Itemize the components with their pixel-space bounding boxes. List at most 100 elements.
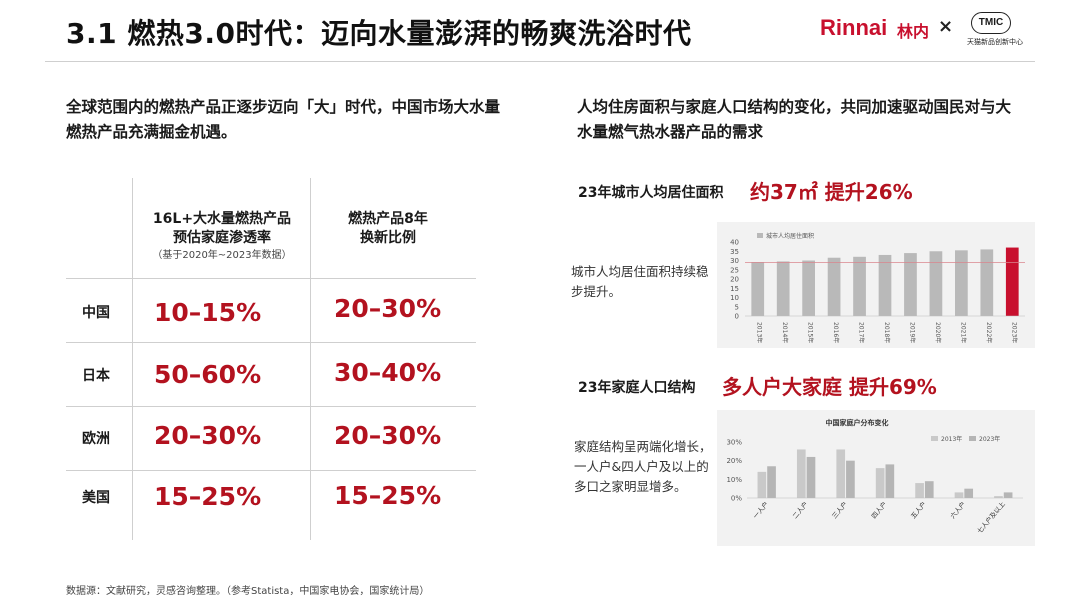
bar — [776, 261, 790, 316]
header-divider — [45, 61, 1035, 62]
y-tick-label: 10% — [726, 476, 742, 484]
y-tick-label: 30 — [730, 257, 739, 265]
cross-mark: × — [938, 16, 954, 37]
bar — [929, 251, 943, 316]
bar — [904, 253, 917, 316]
replacement-value: 15–25% — [334, 481, 442, 510]
row-country: 中国 — [82, 305, 110, 321]
household-chart: 中国家庭户分布变化 2013年 2023年 0% 10% 20% 30% 一人户 二人户 三人户 四… — [717, 410, 1035, 546]
x-tick-label: 2021年 — [959, 322, 967, 343]
living-area-chart: 城市人均居住面积 0 5 10 15 20 25 30 35 40 2013年 2014年 2015年 2… — [717, 222, 1035, 348]
legend-swatch — [969, 436, 976, 441]
tmic-subtitle: 天猫新品创新中心 — [967, 38, 1023, 46]
bar — [875, 468, 885, 498]
bar — [846, 460, 855, 498]
replacement-value: 30–40% — [334, 358, 442, 387]
rinnai-logo: Rinnai — [820, 15, 888, 40]
bar — [994, 496, 1003, 498]
bar — [1005, 247, 1019, 316]
x-tick-label: 2022年 — [985, 322, 993, 343]
x-tick-label: 三人户 — [830, 500, 849, 521]
y-tick-label: 0 — [735, 313, 739, 321]
y-tick-label: 25 — [730, 266, 739, 274]
left-intro-text: 全球范围内的燃热产品正逐步迈向「大」时代，中国市场大水量燃热产品充满掘金机遇。 — [66, 98, 501, 141]
legend-label: 2013年 — [941, 435, 962, 443]
x-tick-label: 2020年 — [934, 322, 942, 343]
replacement-value: 20–30% — [334, 421, 442, 450]
stat1-value: 约37㎡ 提升26% — [750, 180, 913, 204]
bar — [924, 481, 934, 498]
x-tick-label: 2013年 — [756, 322, 764, 343]
row-country: 欧洲 — [82, 431, 110, 447]
y-tick-label: 40 — [730, 239, 739, 247]
bar — [955, 250, 968, 316]
table-vline — [132, 178, 133, 540]
stat2-value: 多人户大家庭 提升69% — [722, 375, 937, 399]
col1-header-text: 16L+大水量燃热产品预估家庭渗透率 — [152, 211, 292, 246]
penetration-value: 20–30% — [154, 421, 262, 450]
row-country: 日本 — [82, 368, 110, 384]
x-tick-label: 五人户 — [909, 500, 928, 521]
legend-label: 2023年 — [979, 435, 1000, 443]
y-tick-label: 20% — [726, 457, 742, 465]
penetration-value: 15–25% — [154, 482, 262, 511]
bar — [878, 254, 892, 316]
penetration-value: 50–60% — [154, 360, 262, 389]
x-tick-label: 2017年 — [858, 322, 866, 343]
stat2-note: 家庭结构呈两端化增长，一人户&四人户及以上的多口之家明显增多。 — [574, 439, 712, 494]
table-hline — [66, 406, 476, 407]
row-country: 美国 — [82, 490, 110, 506]
legend-swatch — [931, 436, 938, 441]
table-hline — [66, 470, 476, 471]
col1-header: 16L+大水量燃热产品预估家庭渗透率 （基于2020年~2023年数据） — [136, 210, 308, 263]
bar — [827, 257, 841, 316]
bar — [757, 471, 767, 498]
x-tick-label: 六人户 — [948, 500, 967, 521]
comparison-table: 16L+大水量燃热产品预估家庭渗透率 （基于2020年~2023年数据） 燃热产… — [66, 178, 476, 540]
tmic-badge: TMIC — [971, 12, 1011, 34]
bar — [954, 492, 964, 498]
table-vline — [310, 178, 311, 540]
x-tick-label: 2019年 — [908, 322, 916, 343]
penetration-value: 10–15% — [154, 298, 262, 327]
chart-title: 中国家庭户分布变化 — [826, 418, 889, 427]
rinnai-logo-chinese: 林内 — [897, 22, 930, 41]
x-tick-label: 一人户 — [751, 500, 770, 521]
y-tick-label: 20 — [730, 276, 739, 284]
bar — [751, 262, 765, 316]
x-tick-label: 2016年 — [832, 322, 840, 343]
stat1-label: 23年城市人均居住面积 — [578, 185, 724, 201]
bar — [796, 449, 806, 498]
x-tick-label: 2018年 — [883, 322, 891, 343]
col1-header-note: （基于2020年~2023年数据） — [152, 250, 292, 261]
x-tick-label: 2014年 — [781, 322, 789, 343]
stat2-label: 23年家庭人口结构 — [578, 380, 696, 396]
legend-swatch — [757, 233, 763, 238]
table-hline — [66, 278, 476, 279]
header: 3.1 燃热3.0时代：迈向水量澎湃的畅爽洗浴时代 Rinnai 林内 × TM… — [0, 0, 1080, 62]
y-tick-label: 0% — [731, 495, 742, 503]
page-title: 3.1 燃热3.0时代：迈向水量澎湃的畅爽洗浴时代 — [66, 17, 692, 50]
bar — [836, 449, 846, 498]
bar — [1003, 492, 1013, 498]
col2-header-text: 燃热产品8年换新比例 — [348, 211, 428, 246]
col2-header: 燃热产品8年换新比例 — [328, 210, 448, 248]
source-footnote: 数据源：文献研究，灵感咨询整理。（参考Statista，中国家电协会，国家统计局… — [66, 586, 430, 597]
household-chart-svg: 中国家庭户分布变化 2013年 2023年 0% 10% 20% 30% 一人户 二人户 三人户 四… — [726, 418, 1023, 535]
stat1-note: 城市人均居住面积持续稳步提升。 — [571, 264, 709, 299]
replacement-value: 20–30% — [334, 294, 442, 323]
bar — [980, 249, 994, 316]
bar — [964, 488, 974, 498]
bar — [853, 256, 866, 316]
x-tick-label: 七人户及以上 — [975, 499, 1007, 535]
y-tick-label: 10 — [730, 294, 739, 302]
bar — [802, 260, 815, 316]
x-tick-label: 二人户 — [790, 500, 809, 521]
x-tick-label: 2015年 — [807, 322, 815, 343]
y-tick-label: 35 — [730, 248, 739, 256]
y-tick-label: 15 — [730, 285, 739, 293]
x-tick-label: 2023年 — [1010, 322, 1018, 343]
bar — [767, 466, 776, 498]
bar — [806, 456, 816, 498]
